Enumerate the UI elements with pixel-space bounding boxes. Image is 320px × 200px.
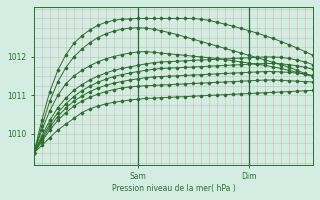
X-axis label: Pression niveau de la mer( hPa ): Pression niveau de la mer( hPa ) — [112, 184, 235, 193]
